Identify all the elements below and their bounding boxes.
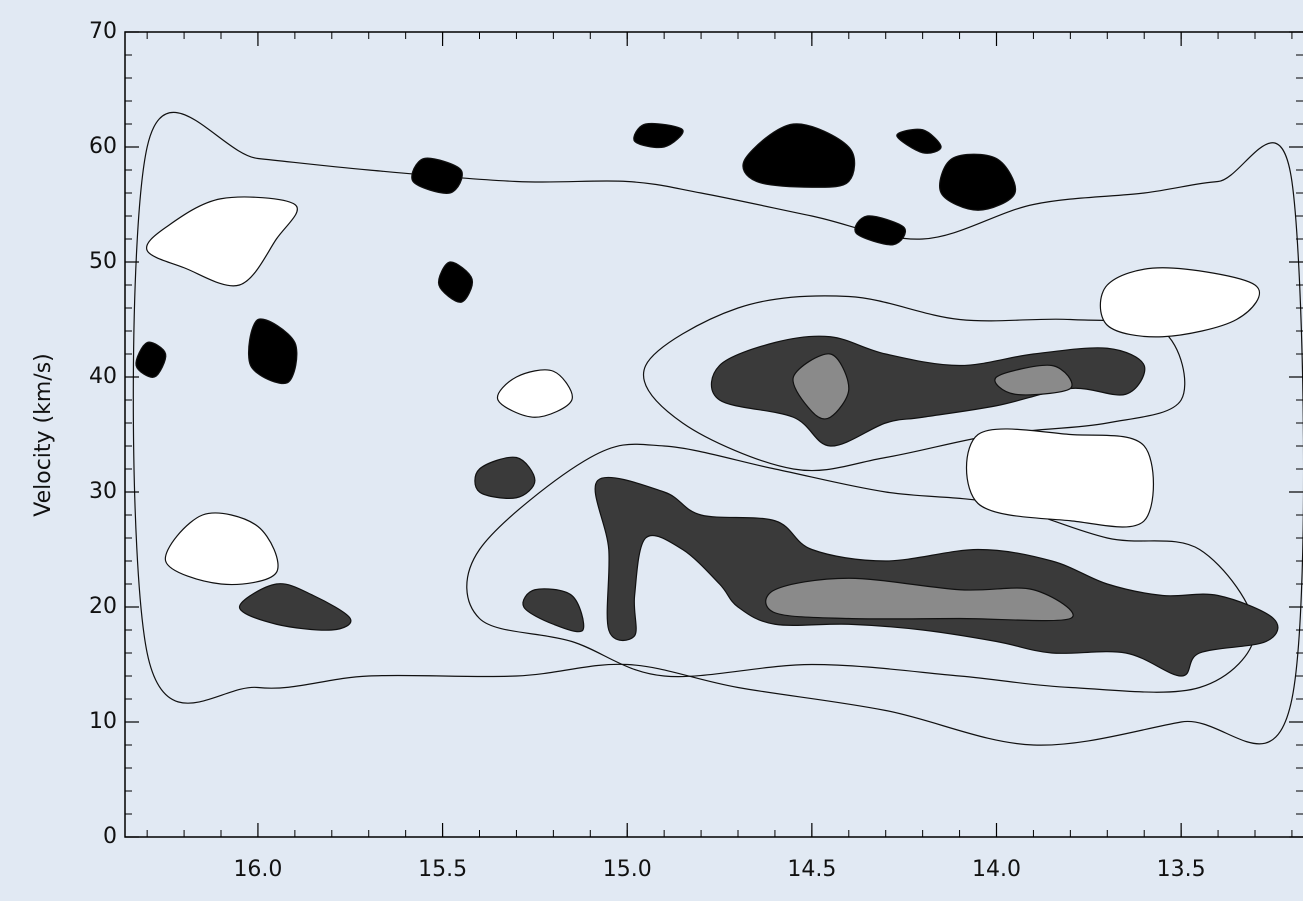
contour-region	[595, 477, 1278, 676]
contour-region	[475, 457, 535, 498]
contour-region	[634, 123, 683, 147]
contour-region	[412, 158, 463, 193]
chart: Velocity (km/s) 16.0 15.5 15.0 14.5 14.0 13.5…	[0, 0, 1303, 901]
contour-region	[1100, 268, 1259, 337]
y-axis-label: Velocity (km/s)	[31, 353, 56, 517]
page: {"chart_data": { "type": "contour", "yla…	[0, 0, 1303, 901]
x-tick-label: 13.5	[1157, 857, 1206, 882]
x-tick-label: 14.5	[787, 857, 836, 882]
x-tick-label: 16.0	[233, 857, 282, 882]
contour-region	[897, 129, 941, 153]
contour-region	[165, 513, 278, 584]
contour-region	[711, 336, 1144, 446]
contour-region	[523, 589, 584, 632]
contour-region	[439, 262, 473, 302]
y-tick-label: 70	[89, 19, 117, 44]
y-tick-label: 50	[89, 249, 117, 274]
y-tick-label: 10	[89, 709, 117, 734]
x-tick-label: 15.5	[418, 857, 467, 882]
contour-region	[249, 319, 297, 384]
x-tick-label: 15.0	[603, 857, 652, 882]
contour-region	[966, 429, 1153, 527]
plot-frame	[125, 32, 1303, 837]
contour-region	[940, 154, 1016, 210]
contour-region	[855, 216, 906, 245]
y-tick-label: 0	[103, 824, 117, 849]
y-tick-label: 20	[89, 594, 117, 619]
contour-region	[136, 342, 166, 377]
contour-region	[147, 197, 298, 286]
y-tick-label: 60	[89, 134, 117, 159]
contour-region	[743, 124, 855, 187]
contour-region	[239, 584, 350, 630]
y-tick-label: 40	[89, 364, 117, 389]
y-tick-label: 30	[89, 479, 117, 504]
x-tick-label: 14.0	[972, 857, 1021, 882]
contour-region	[497, 370, 572, 417]
